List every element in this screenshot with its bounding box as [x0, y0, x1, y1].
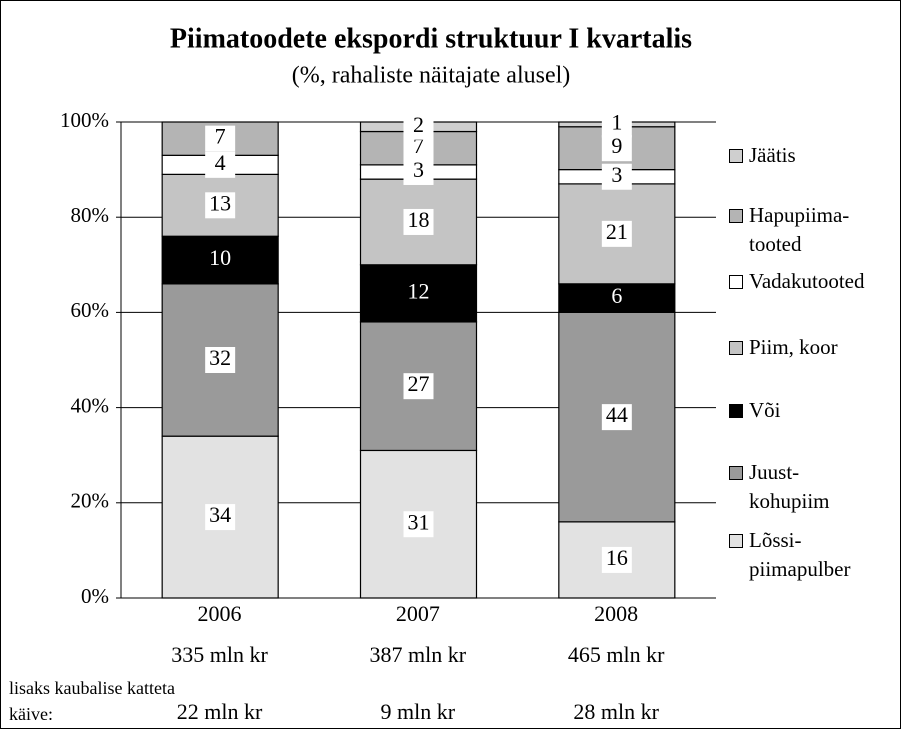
y-tick-label: 80% — [71, 203, 110, 227]
data-label: 2 — [413, 112, 424, 137]
y-tick-label: 20% — [71, 489, 110, 513]
y-tick-label: 60% — [71, 298, 110, 322]
label-box — [403, 158, 434, 185]
legend-label: Lõssi-piimapulber — [749, 528, 851, 581]
bar-segment — [161, 235, 279, 285]
label-box — [403, 208, 434, 235]
data-label: 3 — [611, 162, 622, 187]
data-label: 16 — [606, 545, 628, 570]
data-label: 6 — [611, 283, 622, 308]
total-label: 335 mln kr — [171, 642, 268, 667]
data-label: 12 — [408, 278, 430, 303]
extra-label: lisaks kaubalise katteta käive: — [9, 678, 175, 724]
data-label: 18 — [408, 207, 430, 232]
legend-item: Jäätis — [729, 141, 871, 170]
legend-item: Juust-kohupiim — [729, 458, 871, 516]
y-tick-label: 40% — [71, 393, 110, 417]
data-label: 7 — [215, 124, 226, 149]
legend-swatch — [729, 404, 743, 418]
data-label: 10 — [209, 245, 231, 270]
label-box — [403, 511, 434, 538]
legend-swatch — [729, 275, 743, 289]
legend-label: Piim, koor — [749, 335, 838, 359]
legend-swatch — [729, 341, 743, 355]
label-box — [205, 125, 236, 152]
data-label: 31 — [408, 509, 430, 534]
total-label: 387 mln kr — [369, 642, 467, 667]
label-box — [205, 151, 236, 178]
y-tick-label: 100% — [60, 108, 109, 132]
y-tick-label: 0% — [81, 584, 109, 608]
data-label: 7 — [413, 133, 424, 158]
legend-item: Hapupiima-tooted — [729, 201, 871, 259]
data-label: 4 — [215, 150, 226, 175]
legend-label: Või — [749, 398, 781, 422]
label-box — [601, 220, 632, 247]
label-box — [601, 135, 632, 162]
legend-item: Lõssi-piimapulber — [729, 526, 871, 584]
x-tick-label: 2006 — [197, 601, 242, 626]
legend-label: Juust-kohupiim — [749, 460, 830, 513]
data-label: 32 — [209, 345, 231, 370]
label-box — [601, 111, 632, 138]
legend-item: Vadakutooted — [729, 267, 871, 296]
label-box — [601, 546, 632, 573]
legend-label: Hapupiima-tooted — [749, 203, 850, 256]
extra-value: 22 mln kr — [176, 699, 263, 724]
data-label: 44 — [606, 402, 628, 427]
legend-item: Või — [729, 396, 871, 425]
label-box — [205, 504, 236, 531]
data-label: 21 — [606, 219, 628, 244]
extra-value: 28 mln kr — [573, 699, 659, 724]
chart-title: Piimatoodete ekspordi struktuur I kvarta… — [170, 23, 692, 54]
label-box — [205, 192, 236, 219]
legend-swatch — [729, 149, 743, 163]
legend-swatch — [729, 534, 743, 548]
legend-label: Vadakutooted — [749, 269, 865, 293]
bar-segment — [359, 264, 478, 323]
label-box — [403, 113, 434, 140]
chart-subtitle: (%, rahaliste näitajate alusel) — [292, 63, 571, 89]
total-label: 465 mln kr — [567, 642, 665, 667]
extra-value: 9 mln kr — [380, 699, 456, 724]
label-box — [601, 163, 632, 190]
data-label: 34 — [209, 502, 231, 527]
label-box — [205, 347, 236, 373]
x-tick-label: 2008 — [594, 601, 639, 626]
x-tick-label: 2007 — [395, 601, 440, 626]
data-label: 9 — [611, 133, 622, 158]
legend-item: Piim, koor — [729, 333, 871, 362]
bar-segment — [359, 449, 478, 599]
label-box — [403, 373, 434, 400]
legend-swatch — [729, 209, 743, 223]
label-box — [601, 404, 632, 431]
data-label: 13 — [209, 190, 231, 215]
data-label: 3 — [413, 157, 424, 182]
data-label: 27 — [408, 371, 430, 396]
legend-label: Jäätis — [749, 143, 796, 167]
data-label: 1 — [611, 109, 622, 134]
legend-swatch — [729, 466, 743, 480]
